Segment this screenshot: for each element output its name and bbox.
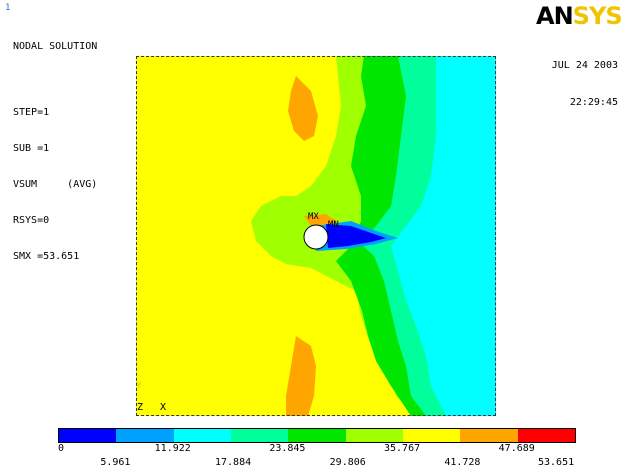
axis-z-label: Z	[137, 402, 144, 413]
legend-label-top-1: 11.922	[154, 443, 191, 454]
color-legend	[58, 428, 576, 443]
ansys-logo: ANSYS	[536, 2, 623, 30]
legend-band-1	[116, 429, 174, 442]
legend-label-bottom-4: 53.651	[538, 457, 575, 468]
logo-part-an: AN	[536, 2, 574, 30]
axis-y-label: Y	[136, 381, 142, 391]
smx-label: SMX =53.651	[13, 251, 80, 262]
legend-label-top-4: 47.689	[498, 443, 535, 454]
legend-band-6	[402, 429, 461, 442]
contour-plot	[136, 56, 496, 416]
legend-band-2	[173, 429, 231, 442]
contour-band-cyan	[391, 56, 496, 416]
legend-band-4	[288, 429, 346, 442]
sub-label: SUB =1	[13, 143, 50, 154]
legend-label-bottom-3: 41.728	[444, 457, 481, 468]
axis-x-label: X	[160, 402, 167, 413]
legend-label-bottom-2: 29.806	[329, 457, 366, 468]
date-label: JUL 24 2003	[551, 60, 618, 71]
axis-triad: Y Z X	[136, 380, 196, 416]
contour-band-orange-bottom	[286, 336, 316, 416]
rsys-label: RSYS=0	[13, 215, 50, 226]
legend-band-8	[517, 429, 575, 442]
contour-svg	[136, 56, 496, 416]
datetime-stamp: JUL 24 2003 22:29:45	[552, 36, 618, 122]
legend-band-0	[59, 429, 117, 442]
solution-info: NODAL SOLUTION STEP=1 SUB =1 VSUM (AVG) …	[13, 17, 97, 275]
legend-label-top-0: 0	[58, 443, 65, 454]
cylinder-obstacle	[303, 224, 329, 250]
logo-part-sys: SYS	[572, 2, 623, 30]
step-label: STEP=1	[13, 107, 50, 118]
time-label: 22:29:45	[569, 97, 618, 108]
min-marker: MN	[328, 220, 339, 230]
legend-label-top-3: 35.767	[384, 443, 421, 454]
contour-band-orange-top	[288, 76, 318, 141]
legend-label-bottom-0: 5.961	[100, 457, 131, 468]
vsum-label: VSUM (AVG)	[13, 179, 98, 190]
legend-label-bottom-1: 17.884	[215, 457, 252, 468]
max-marker: MX	[308, 212, 319, 222]
contour-band-blue	[326, 224, 386, 248]
legend-band-7	[460, 429, 518, 442]
plot-frame	[136, 56, 496, 416]
window-number: 1	[5, 3, 11, 13]
legend-label-top-2: 23.845	[269, 443, 306, 454]
legend-band-3	[230, 429, 289, 442]
solution-title: NODAL SOLUTION	[13, 41, 98, 52]
legend-band-5	[345, 429, 403, 442]
